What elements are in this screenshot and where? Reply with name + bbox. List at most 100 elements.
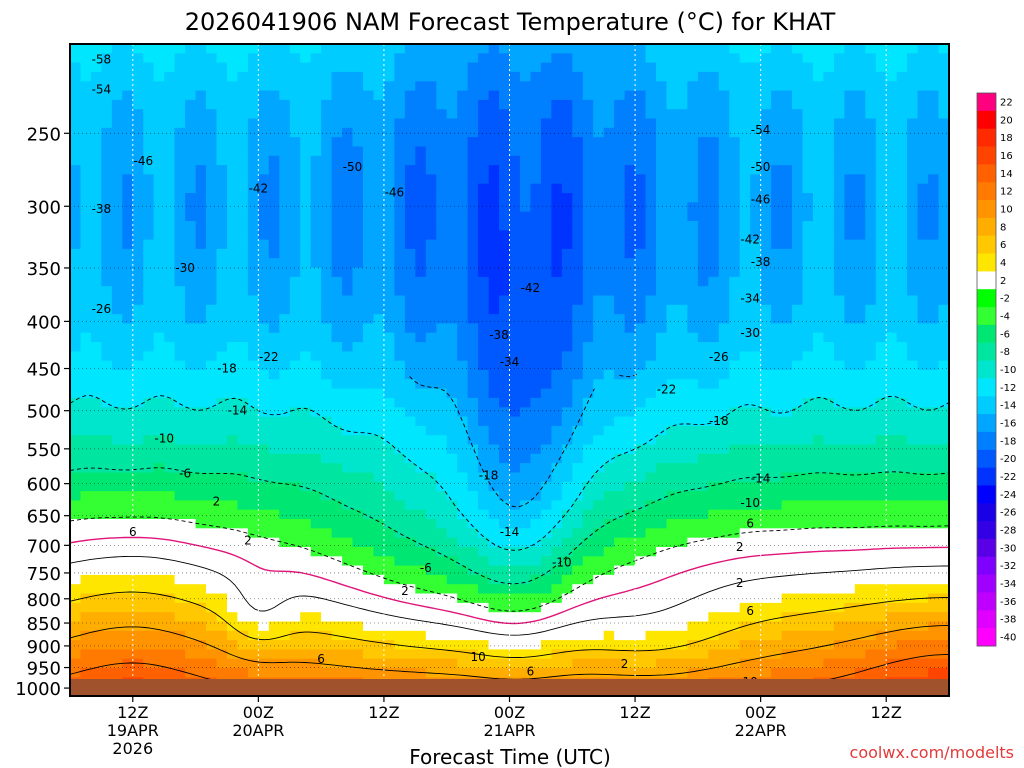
field-cell [321, 388, 333, 399]
field-cell [802, 565, 814, 576]
field-cell [718, 370, 730, 380]
field-cell [279, 519, 291, 529]
field-cell [729, 137, 741, 147]
field-cell [300, 388, 312, 399]
field-cell [624, 332, 636, 343]
field-cell [582, 491, 594, 501]
field-cell [676, 370, 688, 380]
field-cell [289, 193, 301, 203]
field-cell [436, 62, 448, 73]
field-cell [499, 370, 511, 380]
field-cell [457, 602, 469, 613]
field-cell [697, 379, 709, 390]
field-cell [676, 137, 688, 147]
field-cell [300, 435, 312, 446]
field-cell [750, 397, 762, 408]
field-cell [457, 500, 469, 511]
field-cell [289, 370, 301, 380]
field-cell [593, 137, 605, 147]
field-cell [174, 509, 186, 520]
field-cell [551, 81, 563, 92]
field-cell [676, 99, 688, 110]
field-cell [206, 193, 218, 203]
field-cell [363, 71, 375, 82]
field-cell [132, 155, 144, 166]
field-cell [237, 332, 249, 343]
field-cell [80, 202, 92, 213]
field-cell [771, 248, 783, 259]
field-cell [80, 137, 92, 147]
field-cell [90, 276, 102, 287]
field-cell [425, 584, 437, 595]
field-cell [708, 155, 720, 166]
field-cell [603, 258, 615, 269]
field-cell [499, 81, 511, 92]
field-cell [760, 379, 772, 390]
field-cell [488, 640, 500, 650]
field-cell [593, 407, 605, 418]
field-cell [394, 183, 406, 194]
field-cell [373, 155, 385, 166]
field-cell [310, 221, 322, 231]
field-cell [247, 183, 259, 194]
field-cell [635, 267, 647, 278]
field-cell [404, 463, 416, 473]
field-cell [530, 221, 542, 231]
field-cell [195, 248, 207, 259]
field-cell [781, 258, 793, 269]
field-cell [582, 519, 594, 529]
field-cell [540, 388, 552, 399]
field-cell [206, 397, 218, 408]
field-cell [394, 407, 406, 418]
field-cell [111, 640, 123, 650]
field-cell [258, 453, 270, 464]
field-cell [582, 370, 594, 380]
field-cell [697, 53, 709, 64]
field-cell [718, 388, 730, 399]
field-cell [227, 593, 239, 604]
field-cell [687, 332, 699, 343]
field-cell [300, 621, 312, 632]
field-cell [425, 137, 437, 147]
field-cell [237, 146, 249, 157]
field-cell [394, 425, 406, 436]
field-cell [656, 71, 668, 82]
field-cell [582, 593, 594, 604]
field-cell [143, 211, 155, 222]
field-cell [635, 44, 647, 54]
field-cell [635, 304, 647, 315]
field-cell [457, 472, 469, 483]
field-cell [781, 519, 793, 529]
field-cell [446, 99, 458, 110]
field-cell [509, 221, 521, 231]
field-cell [750, 71, 762, 82]
field-cell [687, 472, 699, 483]
field-cell [342, 99, 354, 110]
field-cell [310, 519, 322, 529]
field-cell [153, 155, 165, 166]
field-cell [247, 146, 259, 157]
field-cell [457, 574, 469, 585]
field-cell [656, 202, 668, 213]
field-cell [216, 537, 228, 548]
field-cell [593, 370, 605, 380]
field-cell [258, 239, 270, 250]
field-cell [718, 71, 730, 82]
field-cell [697, 519, 709, 529]
field-cell [111, 165, 123, 175]
field-cell [342, 71, 354, 82]
field-cell [216, 556, 228, 567]
field-cell [718, 472, 730, 483]
field-cell [237, 453, 249, 464]
field-cell [624, 481, 636, 492]
field-cell [561, 183, 573, 194]
field-cell [760, 630, 772, 641]
field-cell [383, 193, 395, 203]
field-cell [70, 221, 82, 231]
field-cell [708, 444, 720, 455]
field-cell [520, 286, 532, 297]
field-cell [425, 537, 437, 548]
field-cell [394, 248, 406, 259]
field-cell [718, 416, 730, 427]
field-cell [185, 556, 197, 567]
